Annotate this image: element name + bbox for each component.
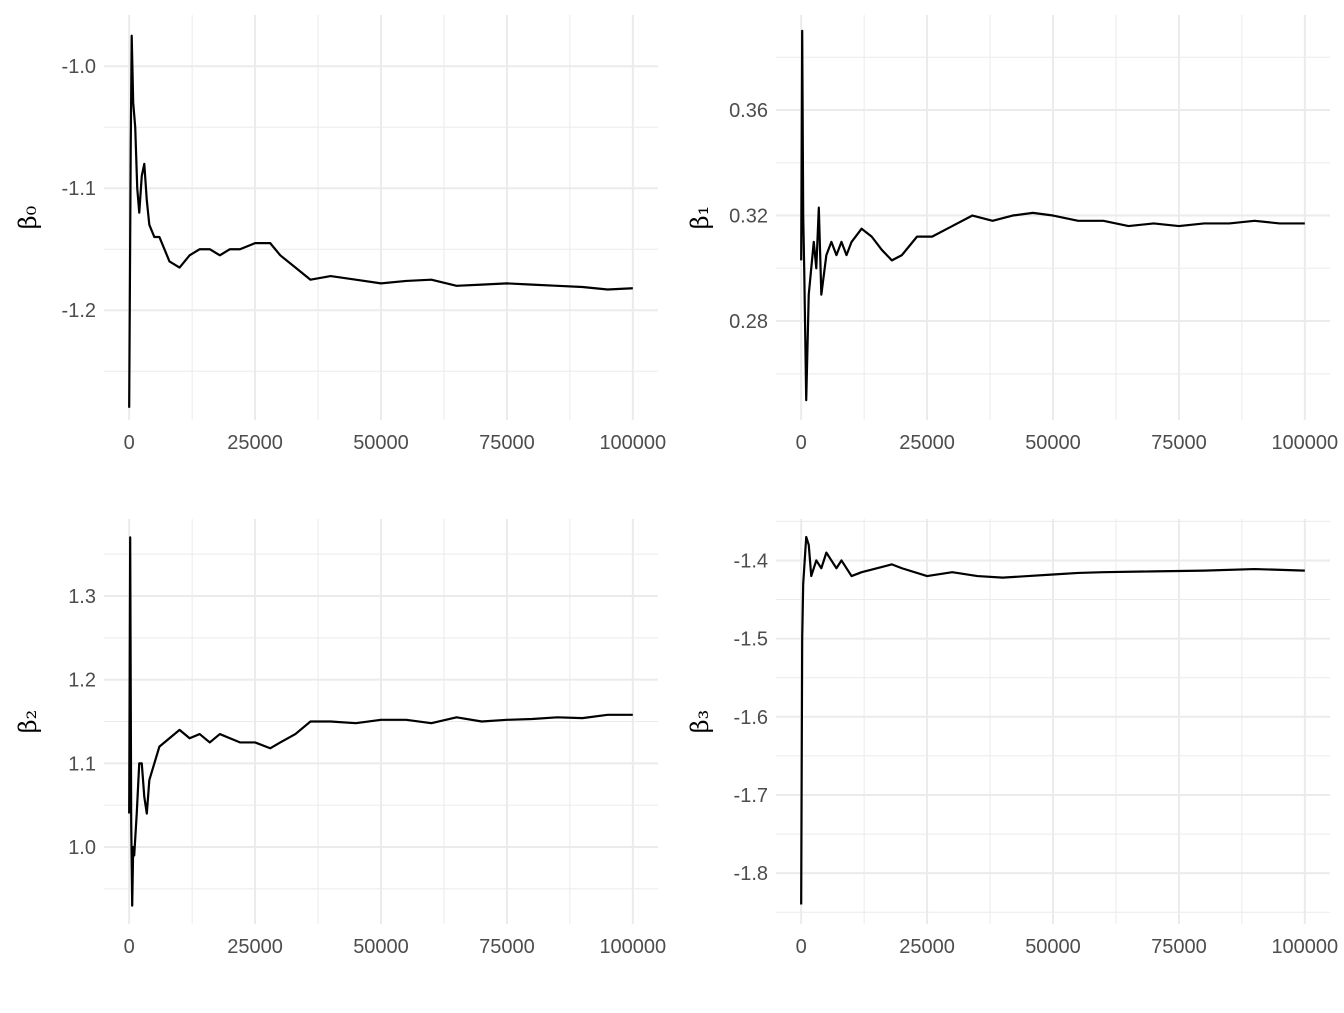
y-tick-label: -1.8 — [734, 863, 768, 885]
panel: 1.0 1.1 1.2 1.3 0 25000 50000 75000 100000 β₂ — [14, 519, 666, 958]
line — [128, 536, 633, 907]
panel: 0.28 0.32 0.36 0 25000 50000 75000 100000 β₁ — [686, 15, 1338, 454]
y-axis-label: β₃ — [686, 710, 714, 734]
line — [800, 29, 1305, 402]
y-tick-label: 1.3 — [68, 586, 96, 608]
x-tick-label: 25000 — [227, 936, 283, 958]
x-tick-label: 50000 — [1025, 432, 1081, 454]
y-tick-label: 1.2 — [68, 670, 96, 692]
line — [800, 535, 1305, 905]
x-tick-label: 100000 — [599, 432, 666, 454]
line — [128, 34, 633, 408]
x-tick-label: 75000 — [479, 936, 535, 958]
x-tick-label: 75000 — [1151, 936, 1207, 958]
y-axis-label: β₂ — [14, 710, 42, 734]
x-tick-label: 100000 — [1271, 432, 1338, 454]
y-tick-label: 1.1 — [68, 753, 96, 775]
x-tick-label: 100000 — [599, 936, 666, 958]
x-tick-label: 50000 — [353, 936, 409, 958]
x-tick-label: 100000 — [1271, 936, 1338, 958]
y-tick-label: -1.5 — [734, 629, 768, 651]
x-tick-label: 75000 — [1151, 432, 1207, 454]
x-tick-label: 0 — [124, 432, 135, 454]
y-tick-label: 0.36 — [729, 100, 768, 122]
x-tick-label: 25000 — [227, 432, 283, 454]
y-axis-label: β₀ — [14, 206, 42, 230]
x-tick-label: 50000 — [353, 432, 409, 454]
y-tick-label: -1.0 — [62, 56, 96, 78]
y-tick-label: -1.4 — [734, 550, 768, 572]
x-tick-label: 25000 — [899, 936, 955, 958]
x-tick-label: 0 — [796, 936, 807, 958]
y-tick-label: -1.6 — [734, 707, 768, 729]
x-tick-label: 50000 — [1025, 936, 1081, 958]
x-tick-label: 0 — [124, 936, 135, 958]
y-axis-label: β₁ — [686, 206, 714, 230]
panel: -1.8 -1.7 -1.6 -1.5 -1.4 0 25000 50000 75000 1000… — [686, 519, 1338, 958]
y-tick-label: -1.2 — [62, 300, 96, 322]
x-tick-label: 0 — [796, 432, 807, 454]
y-tick-label: -1.1 — [62, 178, 96, 200]
y-tick-label: 1.0 — [68, 837, 96, 859]
x-tick-label: 75000 — [479, 432, 535, 454]
y-tick-label: -1.7 — [734, 785, 768, 807]
panel: -1.2 -1.1 -1.0 0 25000 50000 75000 100000 β₀ — [14, 15, 666, 454]
y-tick-label: 0.28 — [729, 311, 768, 333]
x-tick-label: 25000 — [899, 432, 955, 454]
y-tick-label: 0.32 — [729, 206, 768, 228]
